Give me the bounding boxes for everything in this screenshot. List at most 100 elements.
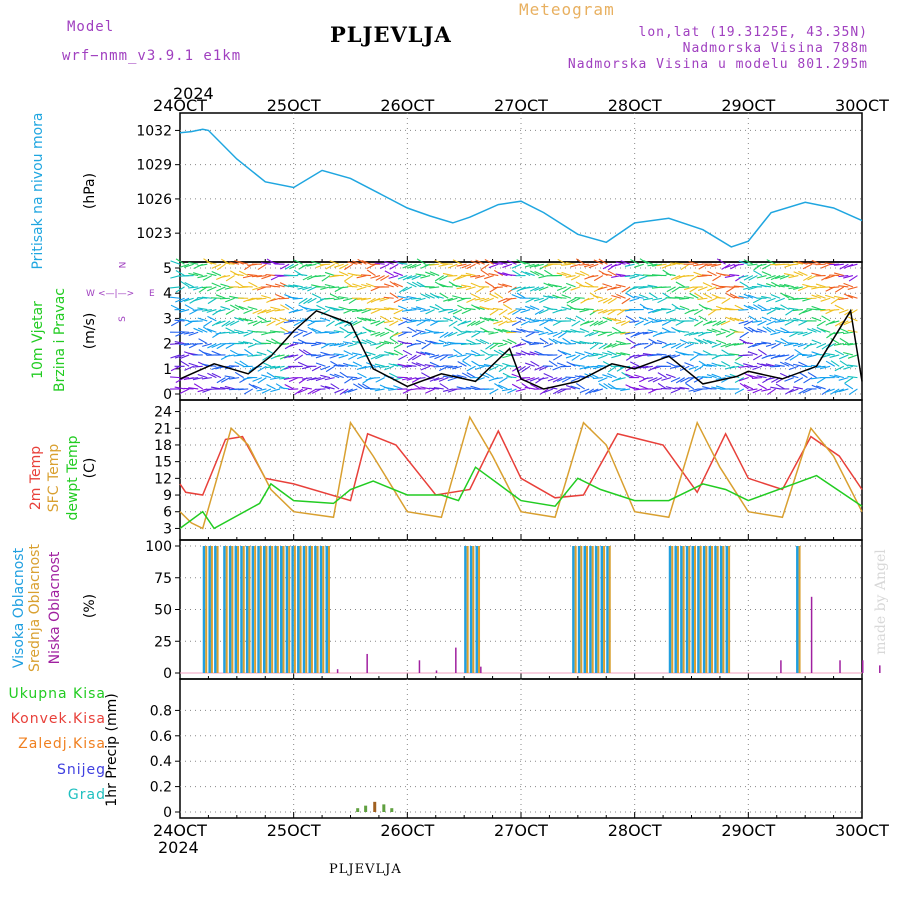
wind-arrow	[515, 352, 526, 356]
x-tick-label-bottom: 29OCT	[721, 821, 775, 840]
wind-arrow	[821, 275, 831, 281]
wind-arrow	[284, 383, 294, 390]
wind-arrow	[406, 309, 417, 312]
wind-arrow	[821, 315, 831, 322]
wind-arrow	[474, 354, 485, 357]
wind-arrow	[461, 320, 472, 325]
wind-arrow	[393, 331, 403, 337]
wind-arrow	[798, 371, 808, 379]
cloud-mid-bar	[288, 546, 291, 673]
wind-arrow	[775, 340, 785, 345]
wind-arrow	[388, 307, 399, 311]
wind-arrow	[265, 331, 276, 334]
wind-arrow	[293, 320, 304, 327]
wind-arrow	[484, 275, 494, 280]
wind-arrow	[475, 286, 485, 293]
wind-tick-label: 5	[163, 261, 172, 277]
wind-arrow	[843, 282, 854, 288]
wind-arrow	[611, 294, 622, 299]
wind-arrow	[434, 354, 444, 360]
wind-arrow	[461, 309, 472, 315]
wind-arrow	[179, 388, 190, 394]
wind-arrow	[797, 343, 808, 348]
wind-arrow	[589, 343, 599, 350]
wind-arrow	[556, 309, 567, 312]
wind-arrow	[762, 263, 772, 270]
wind-arrow	[529, 320, 540, 324]
wind-arrow	[830, 360, 840, 367]
wind-arrow	[230, 349, 240, 356]
wind-arrow	[225, 343, 235, 349]
wind-arrow	[339, 388, 349, 396]
wind-arrow	[493, 349, 504, 356]
wind-arrow	[188, 362, 199, 367]
wind-arrow	[433, 365, 444, 368]
wind-arrow	[297, 361, 308, 367]
wind-arrow	[383, 340, 394, 345]
cloud-mid-bar	[682, 546, 685, 673]
wind-arrow	[447, 354, 458, 359]
wind-arrow	[238, 353, 249, 356]
wind-arrow	[606, 343, 617, 348]
wind-arrow	[803, 275, 813, 282]
wind-arrow	[488, 273, 499, 277]
wind-arrow	[439, 331, 449, 339]
page-title: PLJEVLJA	[330, 22, 452, 47]
wind-arrow	[480, 269, 490, 277]
cloud-tick-label: 0	[163, 666, 172, 682]
wind-arrow	[452, 295, 463, 299]
wind-arrow	[638, 384, 649, 390]
wind-arrow	[324, 297, 335, 300]
wind-arrow	[329, 293, 340, 299]
wind-arrow	[602, 283, 613, 288]
wind-compass: N W <—|—> E S	[86, 262, 158, 324]
wind-arrow	[848, 275, 858, 282]
wind-arrow	[543, 282, 554, 288]
wind-arrow	[302, 275, 313, 281]
wind-arrow	[219, 297, 231, 300]
wind-arrow	[552, 388, 563, 395]
wind-arrow	[792, 309, 803, 312]
wind-arrow	[512, 270, 522, 277]
wind-arrow	[844, 382, 854, 390]
wind-arrow	[543, 263, 553, 268]
wind-arrow	[606, 317, 617, 322]
wind-arrow	[233, 354, 244, 357]
wind-arrow	[235, 280, 244, 288]
wind-arrow	[670, 354, 681, 359]
wind-arrow	[420, 351, 431, 356]
wind-arrow	[743, 293, 754, 299]
cloud-high-bar	[291, 546, 294, 673]
wind-arrow	[803, 377, 813, 384]
wind-arrow	[775, 275, 785, 280]
wind-arrow	[661, 377, 672, 381]
wind-arrow	[598, 343, 608, 350]
wind-arrow	[524, 386, 535, 390]
wind-arrow	[288, 284, 299, 288]
wind-arrow	[780, 338, 790, 345]
wind-arrow	[292, 309, 303, 313]
wind-arrow	[248, 281, 258, 288]
cloud-mid-bar	[603, 546, 606, 673]
wind-arrow	[393, 309, 404, 315]
wind-arrow	[825, 388, 835, 393]
wind-arrow	[747, 286, 758, 291]
wind-arrow	[638, 331, 649, 335]
wind-arrow	[688, 317, 699, 322]
wind-arrow	[733, 263, 744, 267]
wind-arrow	[561, 271, 572, 277]
wind-arrow	[548, 338, 558, 345]
wind-arrow	[593, 388, 604, 393]
wind-arrow	[843, 320, 854, 326]
cloud-high-bar	[600, 546, 604, 673]
wind-arrow	[774, 306, 785, 311]
wind-arrow	[511, 263, 522, 269]
wind-arrow	[524, 263, 535, 268]
wind-arrow	[706, 363, 717, 367]
wind-arrow	[806, 262, 817, 265]
wind-arrow	[425, 271, 435, 277]
wind-arrow	[383, 386, 394, 390]
wind-arrow	[534, 286, 544, 292]
wind-arrow	[565, 317, 576, 322]
